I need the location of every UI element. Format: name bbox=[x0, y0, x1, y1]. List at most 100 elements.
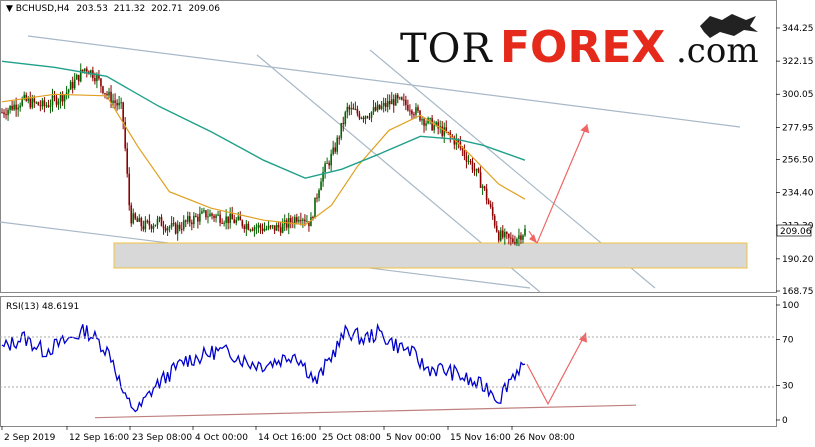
candle-body bbox=[477, 168, 480, 173]
candle-body bbox=[275, 224, 278, 231]
candle-body bbox=[411, 110, 413, 115]
candle-body bbox=[128, 173, 131, 206]
candle-body bbox=[285, 220, 288, 228]
candle-body bbox=[223, 222, 225, 224]
candle-body bbox=[463, 149, 466, 157]
time-tick-label: 15 Nov 16:00 bbox=[450, 433, 511, 443]
rsi-arrowhead-icon bbox=[579, 332, 587, 343]
candle-body bbox=[273, 225, 276, 231]
candle-body bbox=[209, 213, 211, 217]
candle-body bbox=[380, 105, 383, 109]
candle-body bbox=[336, 137, 339, 152]
close-value: 209.06 bbox=[188, 4, 220, 14]
candle-body bbox=[279, 227, 282, 233]
candle-body bbox=[437, 122, 439, 129]
candle-body bbox=[69, 81, 72, 90]
candle-body bbox=[205, 210, 207, 218]
candle-body bbox=[39, 105, 42, 107]
candle-body bbox=[172, 223, 175, 225]
candle-body bbox=[118, 102, 120, 106]
candle-body bbox=[332, 147, 334, 154]
candle-body bbox=[15, 104, 17, 110]
candle-body bbox=[3, 112, 5, 115]
candle-body bbox=[310, 217, 312, 227]
candle-body bbox=[67, 89, 70, 93]
candle-body bbox=[112, 100, 114, 104]
forecast-arrowhead-icon bbox=[580, 124, 590, 134]
candle-body bbox=[382, 102, 385, 106]
candle-body bbox=[90, 70, 92, 75]
candle-body bbox=[453, 137, 456, 145]
candle-body bbox=[441, 126, 444, 136]
candle-body bbox=[487, 200, 490, 205]
candle-body bbox=[47, 105, 50, 107]
candle-body bbox=[508, 233, 510, 238]
candle-body bbox=[13, 104, 15, 110]
candle-body bbox=[483, 186, 486, 189]
candle-body bbox=[11, 105, 13, 110]
moving-averages bbox=[1, 60, 590, 244]
candle-body bbox=[324, 163, 326, 172]
candle-body bbox=[245, 223, 248, 230]
candle-body bbox=[7, 109, 9, 116]
candle-body bbox=[104, 93, 106, 95]
rsi-layer bbox=[1, 322, 637, 419]
candle-body bbox=[94, 78, 96, 82]
rsi-axis: 100 70 30 0 bbox=[776, 301, 799, 426]
candle-body bbox=[215, 215, 217, 219]
candle-body bbox=[261, 228, 264, 231]
candle-body bbox=[29, 98, 32, 108]
candle-body bbox=[241, 220, 244, 227]
candle-body bbox=[467, 160, 470, 162]
candle-body bbox=[231, 213, 234, 220]
forecast-arrow-up bbox=[536, 124, 588, 244]
candle-body bbox=[421, 119, 423, 121]
candle-body bbox=[253, 227, 256, 231]
candle-body bbox=[475, 168, 478, 171]
candle-body bbox=[304, 219, 306, 222]
high-value: 211.32 bbox=[114, 4, 146, 14]
candle-body bbox=[100, 78, 102, 87]
rsi-label: RSI(13) 48.6191 bbox=[6, 302, 79, 312]
bull-logo-icon bbox=[700, 14, 758, 38]
candle-body bbox=[207, 216, 209, 218]
candle-body bbox=[176, 224, 179, 234]
candle-body bbox=[306, 221, 308, 223]
candle-body bbox=[150, 225, 153, 229]
candle-body bbox=[485, 188, 488, 201]
candle-body bbox=[394, 95, 397, 106]
candle-body bbox=[491, 206, 494, 216]
candle-body bbox=[221, 222, 223, 224]
candle-body bbox=[378, 104, 381, 109]
rsi-tick-label: 0 bbox=[782, 416, 788, 426]
candle-body bbox=[33, 98, 36, 103]
candle-body bbox=[352, 107, 355, 110]
candle-body bbox=[102, 86, 104, 94]
time-tick-label: 26 Nov 08:00 bbox=[514, 433, 575, 443]
candle-body bbox=[433, 125, 435, 131]
candle-body bbox=[334, 147, 336, 152]
symbol-name: BCHUSD,H4 bbox=[16, 4, 70, 14]
candle-body bbox=[399, 97, 401, 99]
candle-body bbox=[396, 95, 399, 99]
candle-body bbox=[401, 97, 403, 100]
rsi-support-line bbox=[94, 404, 637, 419]
candle-body bbox=[522, 235, 524, 240]
candle-body bbox=[362, 117, 365, 120]
candle-body bbox=[300, 220, 302, 222]
candle-body bbox=[138, 217, 141, 222]
candle-body bbox=[493, 215, 496, 226]
candle-body bbox=[350, 107, 353, 110]
candle-body bbox=[49, 105, 52, 107]
candle-body bbox=[55, 97, 58, 105]
candle-body bbox=[116, 102, 118, 106]
upper-channel-line bbox=[27, 35, 741, 128]
candle-body bbox=[174, 223, 177, 234]
price-axis: 344.25322.15300.05277.95256.50234.40212.… bbox=[776, 24, 814, 297]
candle-body bbox=[423, 119, 425, 126]
candle-body bbox=[405, 99, 407, 106]
candle-body bbox=[235, 219, 238, 224]
candle-body bbox=[506, 232, 508, 234]
price-tick-label: 168.75 bbox=[782, 287, 814, 297]
